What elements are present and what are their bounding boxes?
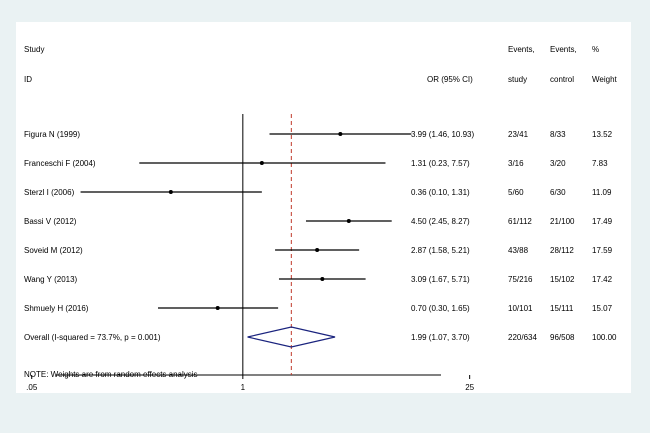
study-name-3: Bassi V (2012) — [24, 217, 77, 226]
overall-events-control: 96/508 — [550, 333, 575, 342]
study-name-5: Wang Y (2013) — [24, 275, 78, 284]
x-tick-label-2: 25 — [465, 383, 474, 392]
study-events-control-5: 15/102 — [550, 275, 575, 284]
study-name-6: Shmuely H (2016) — [24, 304, 89, 313]
overall-label: Overall (I-squared = 73.7%, p = 0.001) — [24, 333, 161, 342]
study-name-4: Soveid M (2012) — [24, 246, 83, 255]
study-events-control-6: 15/111 — [550, 304, 574, 313]
study-events-control-0: 8/33 — [550, 130, 566, 139]
study-weight-5: 17.42 — [592, 275, 613, 284]
header-study: Study — [24, 45, 44, 54]
overall-weight: 100.00 — [592, 333, 617, 342]
study-events-study-1: 3/16 — [508, 159, 524, 168]
forest-plot-panel: Study ID OR (95% CI) Events, study Event… — [16, 22, 631, 393]
study-or-ci-3: 4.50 (2.45, 8.27) — [411, 217, 470, 226]
study-weight-2: 11.09 — [592, 188, 612, 197]
study-weight-4: 17.59 — [592, 246, 613, 255]
point-estimate-5 — [320, 277, 325, 281]
study-events-control-3: 21/100 — [550, 217, 575, 226]
study-events-study-5: 75/216 — [508, 275, 533, 284]
study-events-study-4: 43/88 — [508, 246, 529, 255]
study-events-control-1: 3/20 — [550, 159, 566, 168]
overall-events-study: 220/634 — [508, 333, 537, 342]
overall-diamond — [247, 326, 336, 348]
study-events-study-3: 61/112 — [508, 217, 532, 226]
overall-or-ci: 1.99 (1.07, 3.70) — [411, 333, 470, 342]
header-events-study-1: Events, — [508, 45, 535, 54]
study-weight-0: 13.52 — [592, 130, 613, 139]
header-or-ci: OR (95% CI) — [427, 75, 473, 84]
study-weight-6: 15.07 — [592, 304, 613, 313]
x-tick-label-1: 1 — [241, 383, 246, 392]
header-events-control-2: control — [550, 75, 574, 84]
study-name-2: Sterzl I (2006) — [24, 188, 75, 197]
study-or-ci-4: 2.87 (1.58, 5.21) — [411, 246, 470, 255]
study-events-study-0: 23/41 — [508, 130, 529, 139]
study-weight-1: 7.83 — [592, 159, 608, 168]
header-events-control-1: Events, — [550, 45, 577, 54]
x-tick-label-0: .05 — [26, 383, 38, 392]
header-weight-2: Weight — [592, 75, 618, 84]
plot-marks: .05 1 25 Figura N (1999) 3.99 (1.46, 10.93) 2… — [24, 114, 617, 392]
header-events-study-2: study — [508, 75, 527, 84]
point-estimate-1 — [259, 161, 264, 165]
study-name-0: Figura N (1999) — [24, 130, 80, 139]
point-estimate-6 — [215, 306, 220, 310]
study-events-control-2: 6/30 — [550, 188, 566, 197]
header-weight-1: % — [592, 45, 599, 54]
study-events-control-4: 28/112 — [550, 246, 574, 255]
study-name-1: Franceschi F (2004) — [24, 159, 96, 168]
point-estimate-2 — [168, 190, 173, 194]
footnote: NOTE: Weights are from random effects an… — [24, 370, 198, 379]
study-or-ci-1: 1.31 (0.23, 7.57) — [411, 159, 470, 168]
study-or-ci-0: 3.99 (1.46, 10.93) — [411, 130, 474, 139]
point-estimate-3 — [346, 219, 351, 223]
header-id: ID — [24, 75, 32, 84]
study-or-ci-6: 0.70 (0.30, 1.65) — [411, 304, 470, 313]
point-estimate-0 — [338, 132, 343, 136]
study-or-ci-5: 3.09 (1.67, 5.71) — [411, 275, 470, 284]
study-events-study-6: 10/101 — [508, 304, 533, 313]
point-estimate-4 — [315, 248, 320, 252]
study-weight-3: 17.49 — [592, 217, 613, 226]
forest-plot: Study ID OR (95% CI) Events, study Event… — [24, 45, 618, 392]
study-or-ci-2: 0.36 (0.10, 1.31) — [411, 188, 470, 197]
study-events-study-2: 5/60 — [508, 188, 524, 197]
